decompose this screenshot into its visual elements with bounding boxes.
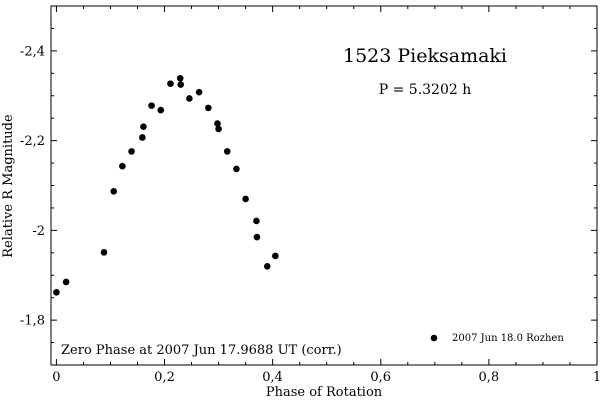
data-point xyxy=(53,289,60,296)
data-point xyxy=(253,233,261,241)
data-point xyxy=(263,262,271,270)
zero-phase-annotation: Zero Phase at 2007 Jun 17.9688 UT (corr.… xyxy=(61,343,342,358)
legend: 2007 Jun 18.0 Rozhen xyxy=(430,333,564,344)
legend-label: 2007 Jun 18.0 Rozhen xyxy=(452,333,564,344)
y-axis-ticks: -2,4 -2,2 -2 -1,8 xyxy=(20,5,597,366)
data-point xyxy=(157,106,165,114)
y-tick-label: -2,2 xyxy=(20,134,45,149)
data-point xyxy=(242,195,249,203)
x-tick-label: 0,4 xyxy=(262,370,283,385)
data-point xyxy=(167,80,174,87)
x-tick-label: 0,6 xyxy=(370,370,391,385)
data-point xyxy=(176,74,184,82)
data-point xyxy=(139,134,146,141)
legend-marker xyxy=(430,334,438,342)
data-point xyxy=(148,102,155,109)
data-points xyxy=(53,74,279,296)
data-point xyxy=(195,88,203,96)
data-point xyxy=(119,162,126,170)
data-point xyxy=(128,148,135,155)
data-point xyxy=(223,148,231,155)
period-label: P = 5.3202 h xyxy=(379,82,472,98)
y-tick-label: -2 xyxy=(32,224,45,239)
plot-frame xyxy=(50,5,598,366)
data-point xyxy=(205,104,212,112)
y-tick-label: -1,8 xyxy=(20,314,45,329)
data-point xyxy=(62,278,70,286)
x-axis-ticks: 0 0,2 0,4 0,6 0,8 1 xyxy=(52,6,600,385)
data-point xyxy=(253,217,260,225)
data-point xyxy=(186,95,193,102)
data-point xyxy=(110,188,118,195)
x-tick-label: 0,2 xyxy=(154,370,175,385)
y-axis-title: Relative R Magnitude xyxy=(1,114,16,258)
data-point xyxy=(272,252,279,260)
x-tick-label: 0 xyxy=(52,370,60,385)
y-tick-label: -2,4 xyxy=(20,44,45,59)
data-point xyxy=(140,123,147,131)
data-point xyxy=(177,81,185,88)
data-point xyxy=(100,249,108,256)
data-point xyxy=(214,120,221,127)
data-point xyxy=(233,165,240,173)
x-tick-label: 1 xyxy=(593,370,600,385)
data-point xyxy=(215,125,222,133)
x-axis-title: Phase of Rotation xyxy=(266,385,383,400)
chart-title: 1523 Pieksamaki xyxy=(343,45,507,67)
x-tick-label: 0,8 xyxy=(479,370,500,385)
